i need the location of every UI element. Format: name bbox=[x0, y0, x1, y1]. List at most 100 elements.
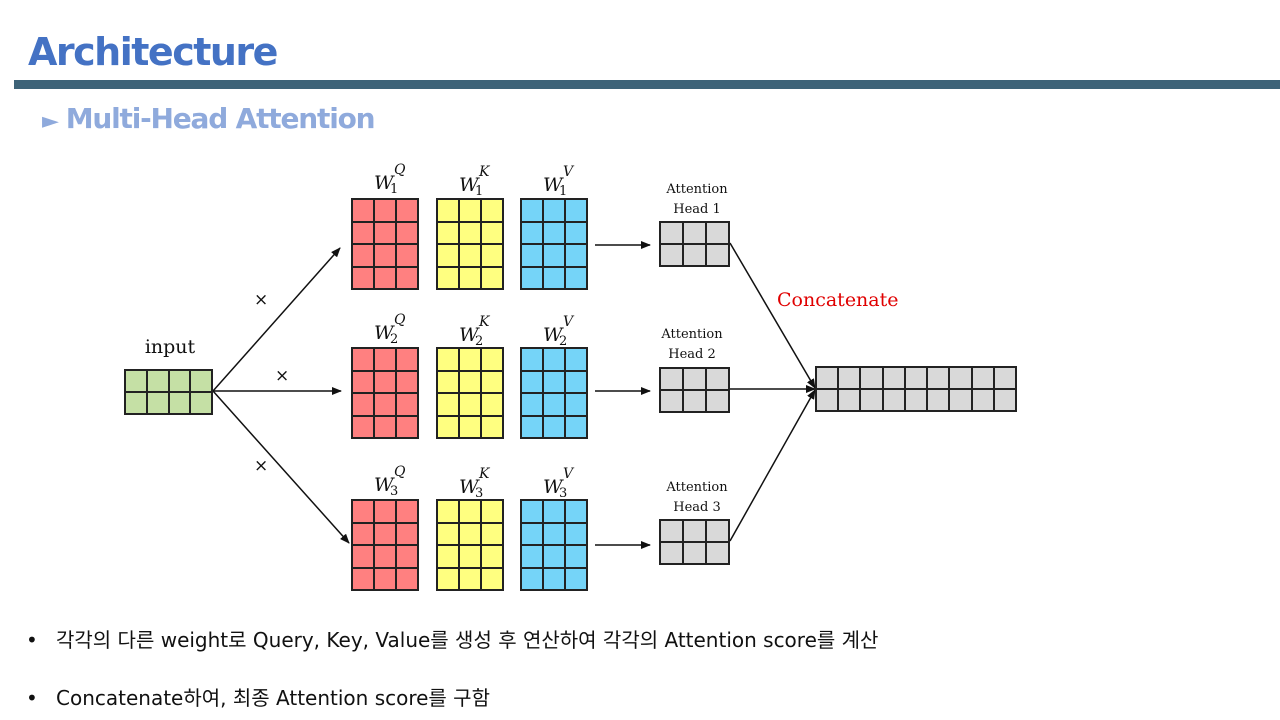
matrix-cell bbox=[660, 222, 683, 244]
matrix-cell bbox=[521, 266, 543, 289]
matrix-cell bbox=[860, 389, 883, 411]
matrix-cell bbox=[904, 389, 928, 411]
multiply-symbol-2: × bbox=[275, 366, 290, 386]
matrix-cell bbox=[565, 370, 587, 393]
query-weight-matrix-2 bbox=[351, 347, 419, 439]
matrix-cell bbox=[543, 199, 565, 222]
matrix-cell bbox=[396, 244, 418, 267]
matrix-cell bbox=[437, 221, 459, 244]
matrix-cell bbox=[352, 567, 374, 590]
matrix-cell bbox=[816, 367, 839, 389]
matrix-cell bbox=[565, 567, 587, 590]
matrix-cell bbox=[481, 244, 503, 267]
matrix-cell bbox=[521, 545, 543, 568]
matrix-cell bbox=[565, 522, 587, 545]
matrix-cell bbox=[396, 522, 418, 545]
matrix-cell bbox=[352, 244, 374, 267]
page-title: Architecture bbox=[28, 30, 278, 74]
matrix-cell bbox=[459, 545, 481, 568]
matrix-cell bbox=[459, 221, 481, 244]
bullet-dot-icon: • bbox=[26, 686, 38, 710]
matrix-cell bbox=[543, 348, 565, 371]
matrix-cell bbox=[949, 389, 972, 411]
matrix-cell bbox=[352, 415, 374, 438]
matrix-cell bbox=[565, 266, 587, 289]
matrix-cell bbox=[437, 393, 459, 416]
matrix-cell bbox=[838, 367, 861, 389]
matrix-cell bbox=[396, 500, 418, 523]
matrix-cell bbox=[374, 522, 396, 545]
matrix-cell bbox=[543, 266, 565, 289]
bullet-item-1: • 각각의 다른 weight로 Query, Key, Value를 생성 후 … bbox=[26, 624, 878, 653]
matrix-cell bbox=[565, 348, 587, 371]
matrix-cell bbox=[396, 567, 418, 590]
matrix-cell bbox=[565, 545, 587, 568]
matrix-cell bbox=[374, 221, 396, 244]
matrix-cell bbox=[481, 415, 503, 438]
matrix-cell bbox=[543, 415, 565, 438]
matrix-cell bbox=[927, 389, 950, 411]
matrix-cell bbox=[352, 500, 374, 523]
attention-head-2-label: Attention Head 2 bbox=[661, 327, 723, 362]
matrix-cell bbox=[190, 370, 212, 392]
matrix-cell bbox=[543, 567, 565, 590]
matrix-cell bbox=[146, 370, 169, 392]
matrix-cell bbox=[374, 244, 396, 267]
matrix-cell bbox=[352, 199, 374, 222]
matrix-cell bbox=[683, 368, 706, 390]
matrix-cell bbox=[521, 370, 543, 393]
matrix-cell bbox=[660, 542, 683, 564]
matrix-cell bbox=[481, 370, 503, 393]
matrix-cell bbox=[459, 199, 481, 222]
matrix-cell bbox=[437, 199, 459, 222]
matrix-cell bbox=[481, 522, 503, 545]
attention-head-1-matrix bbox=[659, 221, 730, 267]
matrix-cell bbox=[683, 222, 706, 244]
matrix-cell bbox=[543, 500, 565, 523]
matrix-cell bbox=[838, 389, 861, 411]
query-weight-matrix-3 bbox=[351, 499, 419, 591]
section-subtitle: ► Multi-Head Attention bbox=[42, 102, 376, 135]
matrix-cell bbox=[565, 415, 587, 438]
query-weight-matrix-1 bbox=[351, 198, 419, 290]
matrix-cell bbox=[521, 348, 543, 371]
matrix-cell bbox=[660, 244, 683, 266]
multiply-symbol-1: × bbox=[254, 290, 269, 310]
key-weight-matrix-2 bbox=[436, 347, 504, 439]
matrix-cell bbox=[396, 370, 418, 393]
matrix-cell bbox=[481, 199, 503, 222]
matrix-cell bbox=[521, 522, 543, 545]
matrix-cell bbox=[481, 567, 503, 590]
matrix-cell bbox=[352, 266, 374, 289]
matrix-cell bbox=[437, 266, 459, 289]
matrix-cell bbox=[374, 393, 396, 416]
subtitle-text: Multi-Head Attention bbox=[65, 102, 376, 135]
matrix-cell bbox=[459, 567, 481, 590]
matrix-cell bbox=[146, 392, 169, 414]
matrix-cell bbox=[521, 244, 543, 267]
matrix-cell bbox=[521, 199, 543, 222]
bullet-text: Concatenate하여, 최종 Attention score를 구함 bbox=[56, 686, 490, 710]
matrix-cell bbox=[521, 221, 543, 244]
input-matrix bbox=[124, 369, 213, 415]
matrix-cell bbox=[565, 221, 587, 244]
matrix-cell bbox=[481, 500, 503, 523]
matrix-cell bbox=[396, 393, 418, 416]
matrix-cell bbox=[927, 367, 950, 389]
bullet-dot-icon: • bbox=[26, 628, 38, 652]
triangle-bullet-icon: ► bbox=[42, 109, 59, 134]
arrow-input-to-head1 bbox=[212, 247, 341, 392]
matrix-cell bbox=[521, 415, 543, 438]
matrix-cell bbox=[565, 244, 587, 267]
matrix-cell bbox=[683, 520, 706, 542]
attention-head-2-matrix bbox=[659, 367, 730, 413]
key-weight-matrix-3 bbox=[436, 499, 504, 591]
matrix-cell bbox=[706, 368, 729, 390]
matrix-cell bbox=[521, 393, 543, 416]
matrix-cell bbox=[396, 415, 418, 438]
